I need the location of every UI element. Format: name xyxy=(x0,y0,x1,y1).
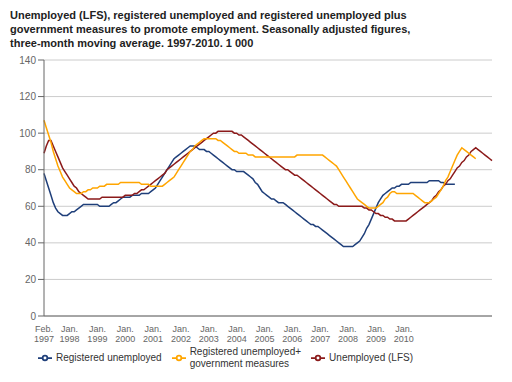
svg-text:40: 40 xyxy=(25,237,37,248)
svg-text:60: 60 xyxy=(25,201,37,212)
svg-text:0: 0 xyxy=(30,311,36,322)
html-text:Unemployed (LFS), registered u: Unemployed (LFS), registered unemployed … xyxy=(10,9,411,49)
svg-text:Jan.1998: Jan.1998 xyxy=(60,324,80,344)
svg-text:Jan.2005: Jan.2005 xyxy=(255,324,275,344)
svg-text:120: 120 xyxy=(19,91,36,102)
svg-text:Jan.1999: Jan.1999 xyxy=(87,324,107,344)
svg-text:Jan.2001: Jan.2001 xyxy=(143,324,163,344)
svg-text:Jan.2009: Jan.2009 xyxy=(366,324,386,344)
svg-text:Jan.2010: Jan.2010 xyxy=(394,324,414,344)
html-text:Registered unemployed: Registered unemployed xyxy=(56,352,162,363)
svg-text:Jan.2004: Jan.2004 xyxy=(227,324,247,344)
svg-text:Jan.2007: Jan.2007 xyxy=(310,324,330,344)
svg-text:Jan.2000: Jan.2000 xyxy=(115,324,135,344)
svg-text:Jan.2002: Jan.2002 xyxy=(171,324,191,344)
svg-text:Jan.2003: Jan.2003 xyxy=(199,324,219,344)
svg-text:100: 100 xyxy=(19,128,36,139)
svg-text:80: 80 xyxy=(25,164,37,175)
svg-text:20: 20 xyxy=(25,274,37,285)
html-text:Registered unemployed+ governm: Registered unemployed+ government measur… xyxy=(189,346,302,369)
html-text:Unemployed (LFS): Unemployed (LFS) xyxy=(329,352,413,363)
svg-text:Feb.1997: Feb.1997 xyxy=(34,324,54,344)
svg-text:Jan.2006: Jan.2006 xyxy=(282,324,302,344)
svg-text:140: 140 xyxy=(19,55,36,66)
svg-text:Jan.2008: Jan.2008 xyxy=(338,324,358,344)
